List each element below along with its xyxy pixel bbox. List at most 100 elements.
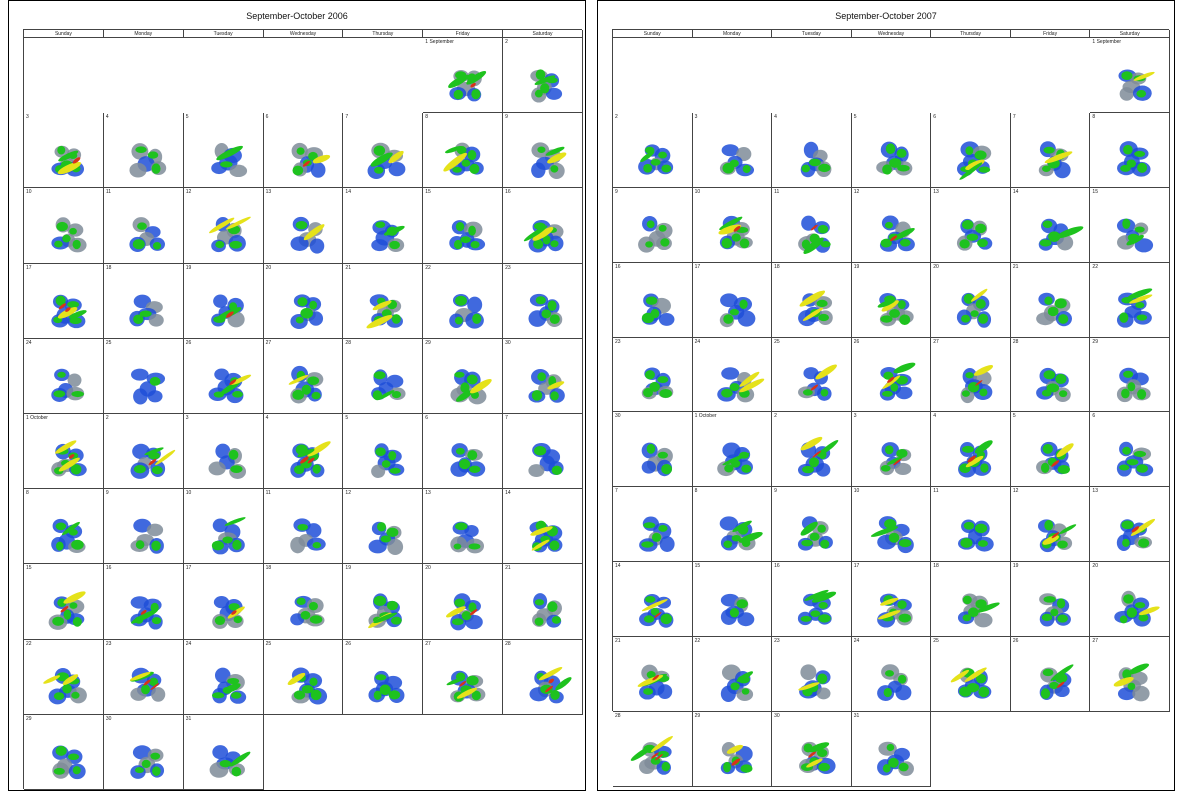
calendar-day-cell: 10 (851, 487, 932, 563)
calendar-day-cell: 22 (24, 639, 104, 715)
day-label: 16 (105, 565, 112, 572)
day-label: 24 (853, 638, 860, 645)
weekday-header: Thursday (343, 30, 424, 38)
radar-coverage-map (528, 293, 563, 327)
radar-coverage-map (529, 520, 563, 552)
radar-coverage-map (1035, 367, 1071, 402)
calendar-day-cell: 23 (103, 639, 184, 715)
day-label: 13 (425, 490, 431, 497)
radar-coverage-map (288, 366, 323, 404)
calendar-day-cell: 31 (851, 712, 932, 787)
calendar-day-cell: 10 (24, 188, 104, 264)
calendar-day-cell: 26 (851, 337, 932, 413)
calendar-day-cell: 16 (613, 262, 693, 338)
calendar-day-cell: 29 (692, 712, 773, 787)
calendar-day-cell: 27 (1090, 637, 1170, 712)
radar-coverage-map (716, 367, 764, 403)
radar-coverage-map (798, 436, 839, 477)
calendar-day-cell: 11 (103, 188, 184, 264)
calendar-day-cell: 20 (1090, 562, 1170, 638)
calendar-day-cell: 13 (1090, 487, 1170, 563)
radar-coverage-map (130, 444, 176, 480)
radar-coverage-map (719, 144, 754, 177)
day-label: 15 (694, 563, 701, 570)
radar-coverage-map (51, 217, 87, 253)
radar-coverage-map (371, 219, 406, 252)
calendar-day-cell: 10 (183, 489, 264, 565)
day-label: 12 (853, 188, 860, 195)
calendar-day-cell: 19 (343, 564, 424, 640)
weekday-header: Wednesday (263, 30, 344, 38)
radar-coverage-map (450, 521, 485, 553)
day-label: 1 September (425, 39, 454, 45)
radar-coverage-map (368, 670, 405, 703)
calendar-day-cell: 13 (263, 188, 344, 264)
day-label: 10 (185, 490, 192, 497)
day-label: 29 (26, 715, 32, 722)
day-label: 22 (26, 640, 32, 647)
day-label: 7 (615, 488, 618, 495)
radar-coverage-map (960, 364, 994, 403)
radar-coverage-map (130, 518, 164, 554)
radar-coverage-map (879, 441, 911, 475)
radar-coverage-map (531, 141, 567, 179)
radar-coverage-map (798, 664, 831, 700)
calendar-day-cell: 16 (503, 188, 583, 264)
radar-coverage-map (449, 293, 485, 329)
day-label: 5 (345, 415, 349, 421)
day-label: 3 (694, 113, 698, 120)
calendar-day-cell: 29 (24, 714, 104, 790)
calendar-day-cell: 30 (772, 712, 852, 787)
radar-coverage-map (876, 593, 913, 628)
day-label: 25 (105, 339, 112, 346)
day-label: 3 (26, 114, 29, 121)
calendar-day-cell: 3 (24, 113, 104, 189)
calendar-grid: Sunday Monday Tuesday Wednesday Thursday Frid… (612, 29, 1170, 787)
radar-coverage-map (1117, 141, 1151, 177)
day-label: 28 (345, 339, 351, 346)
radar-coverage-map (1038, 592, 1071, 627)
day-label: 25 (933, 638, 939, 645)
day-label: 25 (265, 640, 272, 647)
calendar-day-cell: 1 September (423, 38, 504, 114)
radar-coverage-map (798, 290, 833, 327)
calendar-day-cell: 23 (772, 637, 852, 712)
radar-coverage-map (720, 742, 753, 775)
day-label: 6 (425, 415, 429, 421)
day-label: 14 (615, 563, 621, 570)
calendar-day-cell: 13 (931, 187, 1011, 263)
radar-coverage-map (716, 442, 753, 476)
calendar-day-cell: 9 (103, 489, 184, 565)
radar-coverage-map (51, 145, 85, 177)
radar-coverage-map (371, 369, 406, 401)
weekday-header: Saturday (1090, 30, 1170, 38)
day-label: 23 (615, 338, 621, 345)
radar-coverage-map (798, 589, 837, 625)
radar-coverage-map (446, 670, 486, 703)
calendar-day-cell: 6 (423, 414, 504, 490)
day-label: 22 (694, 638, 701, 645)
radar-coverage-map (211, 516, 246, 554)
weekday-header: Tuesday (183, 30, 264, 38)
calendar-day-cell: 25 (772, 337, 852, 413)
calendar-day-cell: 25 (103, 338, 184, 414)
radar-coverage-map (51, 294, 87, 329)
calendar-day-cell: 19 (1010, 562, 1091, 638)
radar-coverage-map (289, 441, 331, 479)
weekday-header: Friday (1010, 30, 1091, 38)
weekday-header: Sunday (613, 30, 693, 38)
day-label: 27 (933, 338, 939, 345)
calendar-day-cell: 26 (1010, 637, 1091, 712)
radar-coverage-map (798, 215, 831, 255)
day-label: 8 (425, 114, 429, 121)
day-label: 11 (774, 188, 780, 195)
weekday-header: Monday (692, 30, 773, 38)
day-label: 18 (265, 565, 272, 572)
radar-coverage-map (449, 219, 486, 251)
day-label: 12 (345, 490, 351, 497)
radar-coverage-map (528, 443, 564, 478)
day-label: 27 (1092, 638, 1098, 645)
calendar-day-cell: 29 (1090, 337, 1170, 413)
day-label: 29 (1092, 338, 1098, 345)
calendar-day-cell: 15 (692, 562, 773, 638)
